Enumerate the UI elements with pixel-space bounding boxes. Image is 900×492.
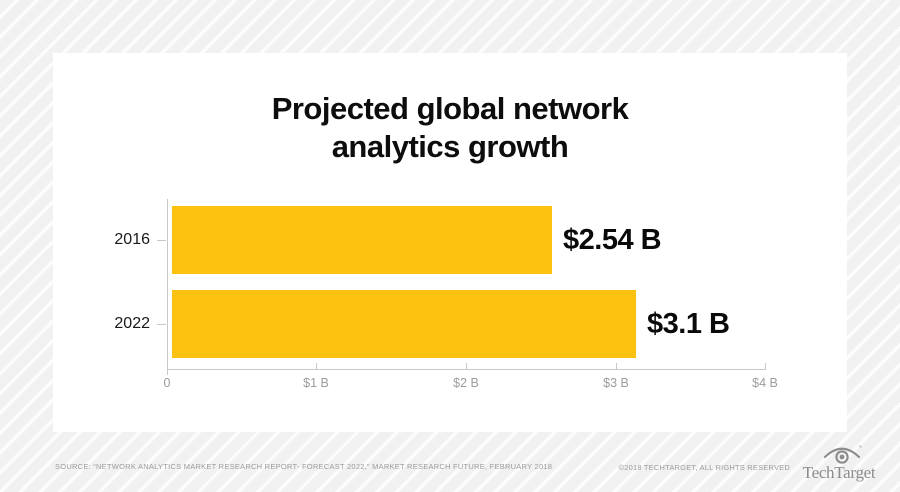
chart-title-line2: analytics growth xyxy=(331,129,569,164)
techtarget-logo: ™ TechTarget xyxy=(795,444,883,484)
value-label-2016: $2.54 B xyxy=(563,224,662,256)
techtarget-logo-text: TechTarget xyxy=(802,463,876,482)
x-tick-label-2b: $2 B xyxy=(453,376,479,390)
category-label-2022: 2022 xyxy=(114,315,150,332)
bar-2016 xyxy=(172,206,552,274)
x-axis-tick-mark-zero xyxy=(167,370,168,375)
value-label-2022: $3.1 B xyxy=(647,308,730,340)
source-attribution: SOURCE: “NETWORK ANALYTICS MARKET RESEAR… xyxy=(55,462,553,471)
bar-2022 xyxy=(172,290,636,358)
y-axis-line xyxy=(167,199,168,370)
copyright-text: ©2018 TECHTARGET, ALL RIGHTS RESERVED xyxy=(618,463,790,472)
x-tick-label-0: 0 xyxy=(163,376,171,390)
x-axis-tick-mark-2b xyxy=(466,363,467,369)
y-axis-tick-mark-2022 xyxy=(157,324,166,325)
x-tick-label-3b: $3 B xyxy=(603,376,629,390)
x-tick-label-4b: $4 B xyxy=(752,376,778,390)
x-axis-tick-mark-3b xyxy=(616,363,617,369)
trademark-symbol: ™ xyxy=(858,445,862,451)
x-axis-line xyxy=(167,369,766,370)
x-axis-tick-mark-4b xyxy=(765,363,766,369)
chart-title: Projected global network analytics growt… xyxy=(0,90,900,166)
techtarget-eye-icon: ™ xyxy=(823,445,862,464)
y-axis-tick-mark-2016 xyxy=(157,240,166,241)
x-tick-label-1b: $1 B xyxy=(303,376,329,390)
chart-title-line1: Projected global network xyxy=(271,91,629,126)
x-axis-tick-mark-1b xyxy=(316,363,317,369)
category-label-2016: 2016 xyxy=(114,231,150,248)
